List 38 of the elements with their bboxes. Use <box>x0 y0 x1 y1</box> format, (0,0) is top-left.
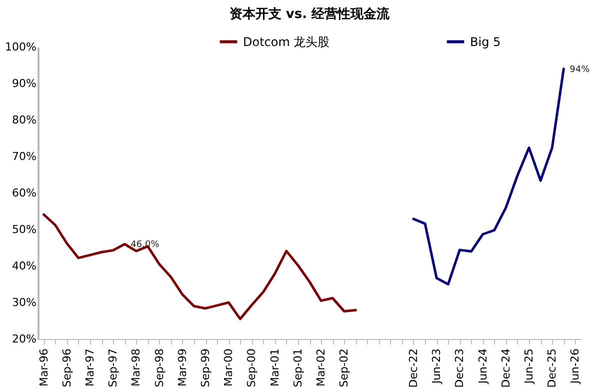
y-tick-label: 70% <box>12 150 36 163</box>
line-series <box>412 68 565 286</box>
legend-label: Big 5 <box>470 34 501 49</box>
y-tick-label: 90% <box>12 77 36 90</box>
y-tick-label: 100% <box>5 40 36 54</box>
x-tick-label: Mar-97 <box>83 348 96 387</box>
x-tick-label: Dec-22 <box>406 348 420 388</box>
data-label: 46.0% <box>130 240 160 250</box>
x-tick-label: Mar-99 <box>176 348 189 387</box>
x-tick-label: Mar-01 <box>268 348 282 387</box>
x-tick-label: Sep-00 <box>245 348 258 388</box>
x-tick-label: Sep-98 <box>152 348 166 388</box>
x-tick-label: Mar-96 <box>37 348 50 387</box>
line-series <box>42 213 357 320</box>
y-tick-label: 50% <box>12 223 36 236</box>
y-tick-label: 20% <box>12 332 36 346</box>
x-tick-label: Dec-25 <box>546 348 559 388</box>
x-tick-label: Sep-02 <box>338 348 351 388</box>
x-tick-label: Dec-24 <box>499 348 512 388</box>
chart-title: 资本开支 vs. 经营性现金流 <box>229 6 391 22</box>
x-tick-label: Sep-96 <box>60 348 74 388</box>
legend-label: Dotcom 龙头股 <box>243 34 330 49</box>
x-tick-label: Sep-99 <box>199 348 212 388</box>
x-tick-label: Mar-02 <box>314 348 328 387</box>
x-tick-label: Sep-01 <box>291 348 304 388</box>
x-tick-label: Mar-00 <box>222 348 236 387</box>
x-tick-label: Jun-26 <box>568 348 582 385</box>
x-tick-label: Jun-23 <box>430 348 444 385</box>
x-tick-label: Jun-25 <box>522 348 536 385</box>
y-tick-label: 40% <box>12 260 36 272</box>
x-tick-label: Sep-97 <box>106 348 120 388</box>
y-tick-label: 60% <box>12 186 36 200</box>
y-tick-label: 30% <box>12 296 36 309</box>
x-tick-label: Mar-98 <box>130 348 143 387</box>
x-tick-label: Dec-23 <box>453 348 466 388</box>
y-tick-label: 80% <box>12 114 36 126</box>
x-tick-label: Jun-24 <box>476 348 490 385</box>
data-label: 94% <box>570 64 590 75</box>
